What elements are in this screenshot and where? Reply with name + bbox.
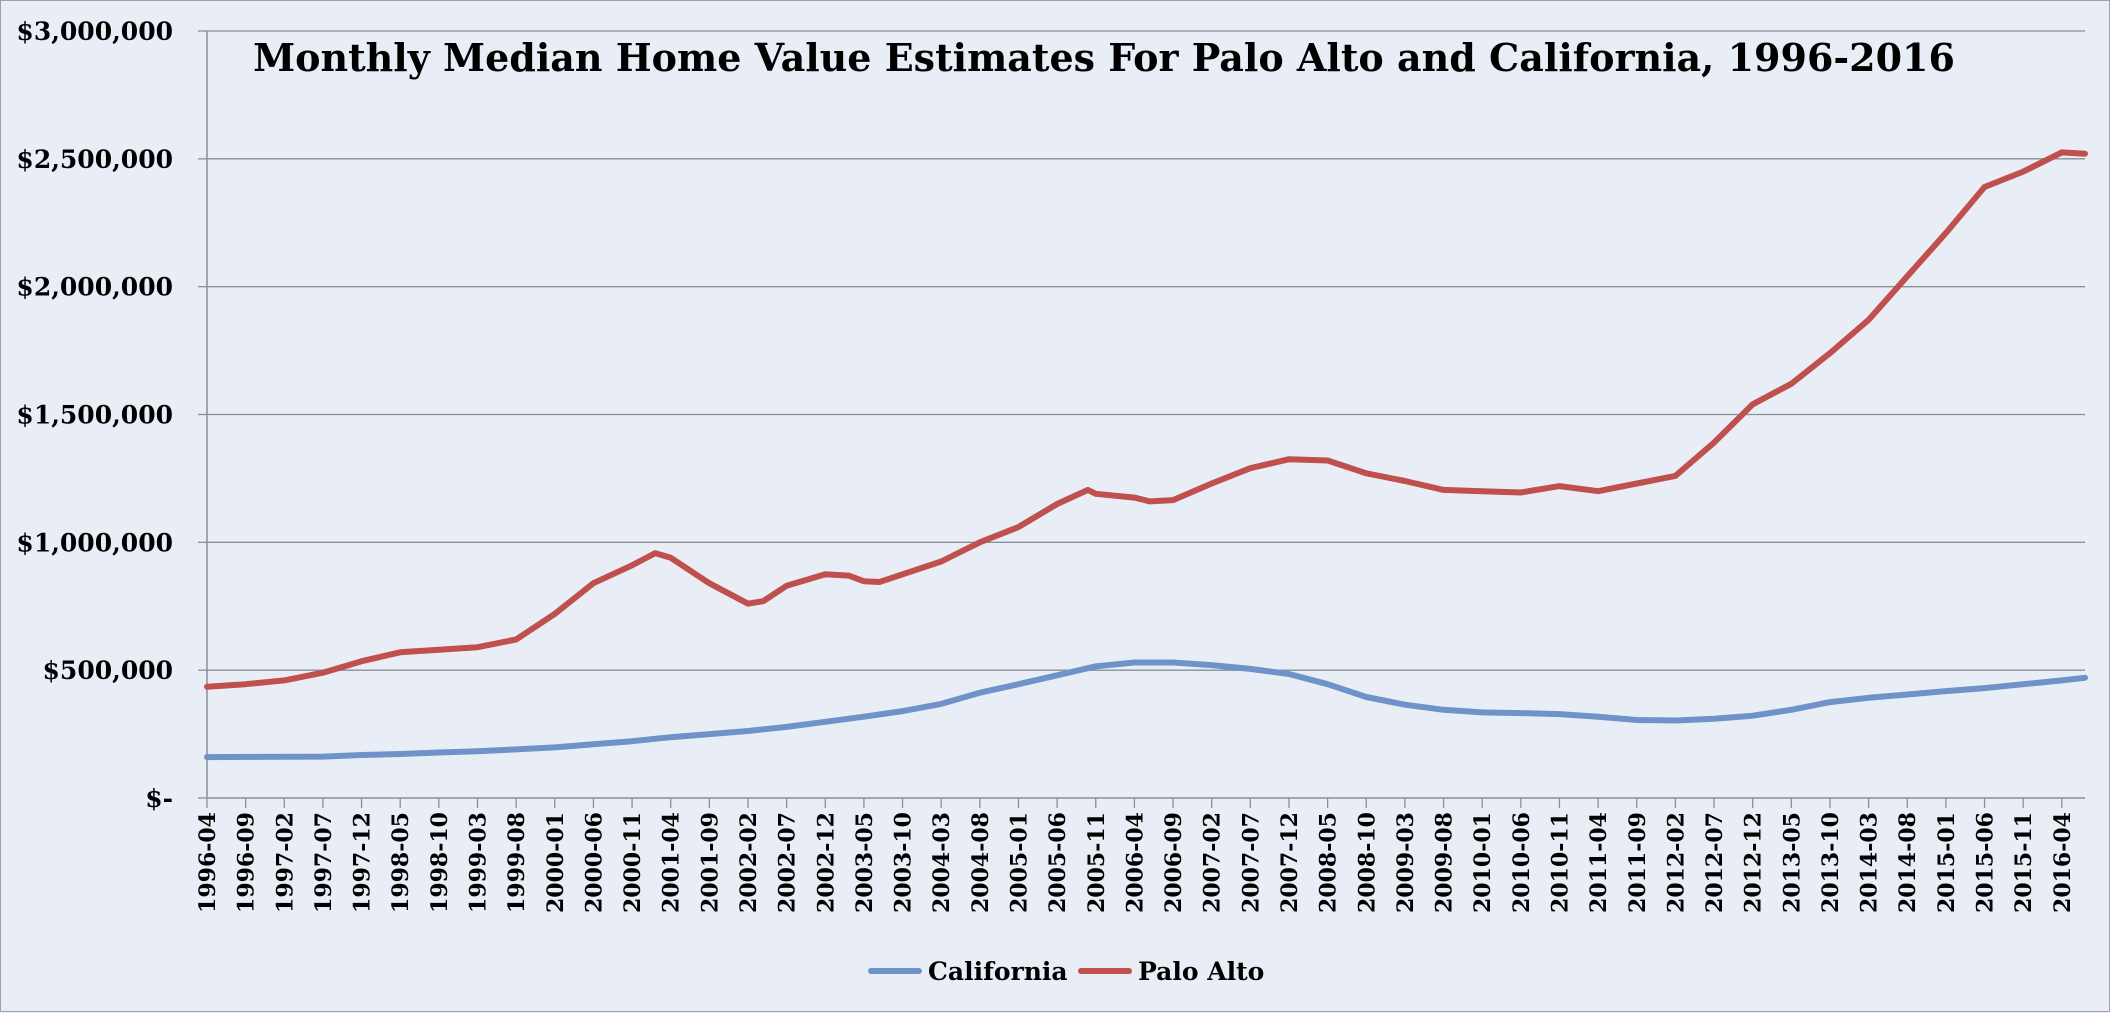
x-tick-label: 2016-04 bbox=[2050, 812, 2076, 913]
x-tick-label: 2007-02 bbox=[1200, 812, 1226, 913]
x-tick-label: 1998-05 bbox=[388, 812, 414, 913]
x-tick-label: 2003-10 bbox=[891, 812, 917, 913]
x-tick-label: 2001-04 bbox=[659, 812, 685, 913]
x-tick-label: 2010-01 bbox=[1470, 812, 1496, 913]
series-line-california bbox=[204, 659, 2088, 761]
x-tick-label: 2013-05 bbox=[1779, 812, 1805, 913]
x-tick-label: 2006-09 bbox=[1161, 812, 1187, 913]
y-tick-label: $2,500,000 bbox=[16, 145, 173, 174]
y-tick-label: $500,000 bbox=[43, 656, 173, 685]
x-tick-label: 2005-01 bbox=[1006, 812, 1032, 913]
x-tick-label: 1999-03 bbox=[465, 812, 491, 913]
x-tick-label: 2014-08 bbox=[1895, 812, 1921, 913]
y-tick-label: $1,000,000 bbox=[16, 528, 173, 557]
x-tick-label: 1997-12 bbox=[350, 812, 376, 913]
x-tick-label: 2010-06 bbox=[1509, 812, 1535, 913]
x-tick-label: 1997-02 bbox=[272, 812, 298, 913]
x-tick-label: 2014-03 bbox=[1857, 812, 1883, 913]
x-tick-label: 2012-07 bbox=[1702, 812, 1728, 913]
x-tick-label: 1997-07 bbox=[311, 812, 337, 913]
x-tick-label: 2003-05 bbox=[852, 812, 878, 913]
x-tick-label: 2002-07 bbox=[775, 812, 801, 913]
y-axis-ticks: $- $500,000 $1,000,000 $1,500,000 $2,000,000… bbox=[16, 17, 207, 813]
x-tick-label: 2005-11 bbox=[1084, 812, 1110, 913]
x-tick-label: 2009-08 bbox=[1432, 812, 1458, 913]
chart-title: Monthly Median Home Value Estimates For … bbox=[253, 35, 1955, 80]
x-tick-label: 2013-10 bbox=[1818, 812, 1844, 913]
x-tick-label: 2012-02 bbox=[1663, 812, 1689, 913]
x-tick-label: 2007-12 bbox=[1277, 812, 1303, 913]
x-tick-label: 2008-05 bbox=[1316, 812, 1342, 913]
x-tick-label: 2015-06 bbox=[1973, 812, 1999, 913]
x-tick-label: 2004-03 bbox=[929, 812, 955, 913]
y-tick-label: $3,000,000 bbox=[16, 17, 173, 46]
x-tick-label: 1996-09 bbox=[234, 812, 260, 913]
series-line-palo-alto bbox=[204, 149, 2088, 690]
x-axis-ticks: 1996-04 1996-09 1997-02 1997-07 1997-12 1998-… bbox=[195, 798, 2076, 913]
series-lines bbox=[204, 149, 2088, 761]
x-tick-label: 2010-11 bbox=[1547, 812, 1573, 913]
x-tick-label: 2000-11 bbox=[620, 812, 646, 913]
gridlines bbox=[207, 30, 2085, 671]
x-tick-label: 1996-04 bbox=[195, 812, 221, 913]
x-tick-label: 2005-06 bbox=[1045, 812, 1071, 913]
legend-label-california: California bbox=[928, 957, 1068, 986]
x-tick-label: 2009-03 bbox=[1393, 812, 1419, 913]
x-tick-label: 2002-02 bbox=[736, 812, 762, 913]
x-tick-label: 2015-01 bbox=[1934, 812, 1960, 913]
x-tick-label: 2012-12 bbox=[1741, 812, 1767, 913]
y-tick-label: $- bbox=[145, 784, 173, 813]
x-tick-label: 1999-08 bbox=[504, 812, 530, 913]
x-tick-label: 2001-09 bbox=[697, 812, 723, 913]
x-tick-label: 1998-10 bbox=[427, 812, 453, 913]
x-tick-label: 2000-06 bbox=[581, 812, 607, 913]
x-tick-label: 2006-04 bbox=[1122, 812, 1148, 913]
y-tick-label: $1,500,000 bbox=[16, 401, 173, 430]
x-tick-label: 2007-07 bbox=[1238, 812, 1264, 913]
x-tick-label: 2004-08 bbox=[968, 812, 994, 913]
x-tick-label: 2015-11 bbox=[2011, 812, 2037, 913]
x-tick-label: 2002-12 bbox=[813, 812, 839, 913]
y-tick-label: $2,000,000 bbox=[16, 273, 173, 302]
x-tick-label: 2008-10 bbox=[1354, 812, 1380, 913]
legend-label-palo-alto: Palo Alto bbox=[1138, 957, 1264, 986]
x-tick-label: 2000-01 bbox=[543, 812, 569, 913]
x-tick-label: 2011-09 bbox=[1625, 812, 1651, 913]
legend: California Palo Alto bbox=[868, 957, 1264, 986]
x-tick-label: 2011-04 bbox=[1586, 812, 1612, 913]
